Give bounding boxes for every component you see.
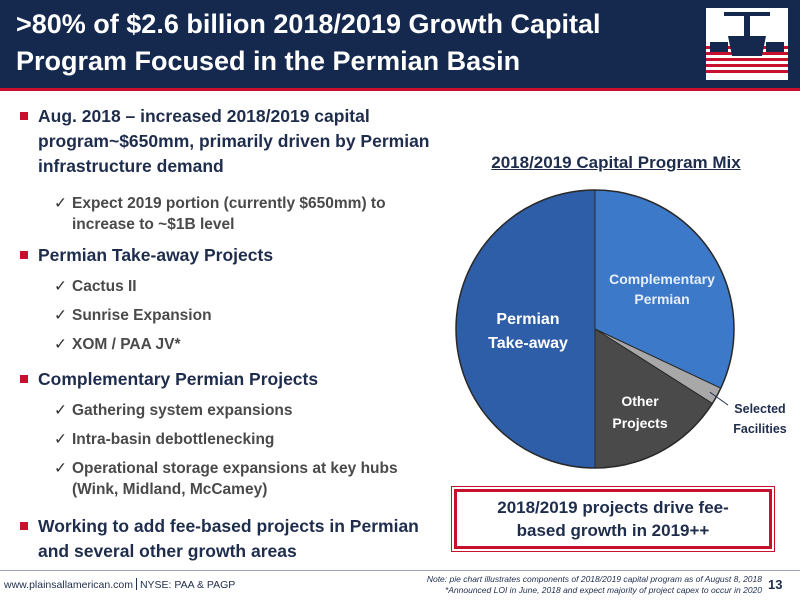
ticker-text: NYSE: PAA & PAGP bbox=[139, 579, 236, 591]
page-title: >80% of $2.6 billion 2018/2019 Growth Ca… bbox=[16, 6, 676, 80]
page-title-line-1: >80% of $2.6 billion 2018/2019 Growth Ca… bbox=[16, 9, 601, 39]
bullet-list: Aug. 2018 – increased 2018/2019 capital … bbox=[18, 104, 448, 564]
pie-slice-label: Complementary Permian bbox=[609, 271, 715, 307]
checkmark-icon: ✓ bbox=[54, 431, 67, 448]
pie-slice-label-line: Facilities bbox=[733, 422, 787, 436]
bullet-text: Operational storage expansions at key hu… bbox=[72, 460, 398, 498]
sub-bullet-item: ✓ Operational storage expansions at key h… bbox=[18, 458, 448, 500]
website-link[interactable]: www.plainsallamerican.com bbox=[4, 579, 133, 591]
callout-box: 2018/2019 projects drive fee- based grow… bbox=[451, 486, 775, 552]
bullet-text: Working to add fee-based projects in Per… bbox=[38, 516, 419, 561]
callout-text-line-1: 2018/2019 projects drive fee- bbox=[497, 498, 729, 517]
pie-slice-label: Permian Take-away bbox=[488, 311, 568, 352]
footer-separator bbox=[135, 578, 137, 590]
checkmark-icon: ✓ bbox=[54, 460, 67, 477]
bullet-text: Aug. 2018 – increased 2018/2019 capital … bbox=[38, 106, 430, 176]
checkmark-icon: ✓ bbox=[54, 195, 67, 212]
bullet-item: Permian Take-away Projects bbox=[18, 243, 448, 268]
pie-slice-label-line: Complementary bbox=[609, 271, 715, 287]
pie-slice-label-line: Selected bbox=[734, 402, 785, 416]
title-bar: >80% of $2.6 billion 2018/2019 Growth Ca… bbox=[0, 0, 800, 88]
pie-slice-label-line: Permian bbox=[634, 291, 689, 307]
pie-slice-label-line: Take-away bbox=[488, 335, 568, 352]
footnote-1: Note: pie chart illustrates components o… bbox=[426, 574, 762, 584]
page-title-line-2: Program Focused in the Permian Basin bbox=[16, 46, 521, 76]
checkmark-icon: ✓ bbox=[54, 402, 67, 419]
pie-slice-label: Other Projects bbox=[612, 393, 667, 431]
sub-bullet-item: ✓ Sunrise Expansion bbox=[18, 305, 448, 326]
capital-program-pie-chart: Complementary Permian Selected Facilities Ot… bbox=[455, 189, 787, 469]
chart-title: 2018/2019 Capital Program Mix bbox=[491, 153, 741, 172]
bullet-text: Complementary Permian Projects bbox=[38, 369, 319, 389]
bullet-text: Expect 2019 portion (currently $650mm) t… bbox=[72, 195, 386, 233]
sub-bullet-item: ✓ Expect 2019 portion (currently $650mm) … bbox=[18, 193, 448, 235]
bullet-text: Sunrise Expansion bbox=[72, 307, 212, 324]
pie-slice-label: Selected Facilities bbox=[733, 402, 787, 436]
bullet-item: Working to add fee-based projects in Per… bbox=[18, 514, 448, 564]
page-number: 13 bbox=[768, 577, 783, 592]
sub-bullet-item: ✓ XOM / PAA JV* bbox=[18, 334, 448, 355]
title-bar-divider bbox=[0, 88, 800, 91]
pipeline-valve-flag-icon bbox=[706, 8, 788, 80]
checkmark-icon: ✓ bbox=[54, 278, 67, 295]
pie-slice-label-line: Projects bbox=[612, 415, 667, 431]
callout-text-line-2: based growth in 2019++ bbox=[516, 521, 710, 540]
sub-bullet-item: ✓ Gathering system expansions bbox=[18, 400, 448, 421]
footer-links: www.plainsallamerican.com NYSE: PAA & PAG… bbox=[4, 578, 235, 591]
pie-slice-label-line: Permian bbox=[496, 311, 559, 328]
footnote-2: *Announced LOI in June, 2018 and expect … bbox=[444, 585, 762, 595]
footer-divider bbox=[0, 570, 800, 571]
bullet-item: Complementary Permian Projects bbox=[18, 367, 448, 392]
sub-bullet-item: ✓ Intra-basin debottlenecking bbox=[18, 429, 448, 450]
pie-leader-line bbox=[709, 391, 729, 406]
footnotes: Note: pie chart illustrates components o… bbox=[300, 574, 762, 596]
checkmark-icon: ✓ bbox=[54, 307, 67, 324]
bullet-text: Intra-basin debottlenecking bbox=[72, 431, 275, 448]
bullet-text: Cactus II bbox=[72, 278, 137, 295]
bullet-text: XOM / PAA JV* bbox=[72, 336, 181, 353]
checkmark-icon: ✓ bbox=[54, 336, 67, 353]
bullet-text: Gathering system expansions bbox=[72, 402, 293, 419]
pie-outline bbox=[455, 189, 735, 469]
bullet-item: Aug. 2018 – increased 2018/2019 capital … bbox=[18, 104, 448, 179]
bullet-text: Permian Take-away Projects bbox=[38, 245, 274, 265]
pie-slice bbox=[455, 189, 596, 469]
pie-slice-label-line: Other bbox=[621, 393, 659, 409]
sub-bullet-item: ✓ Cactus II bbox=[18, 276, 448, 297]
